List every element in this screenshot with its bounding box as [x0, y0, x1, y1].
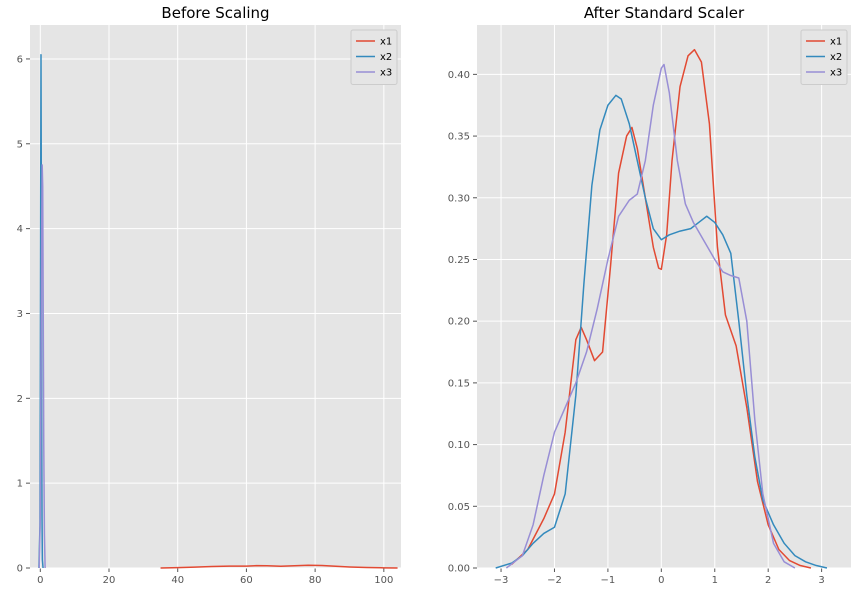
- y-tick-label: 0.05: [448, 502, 470, 513]
- series-line-x1: [160, 564, 398, 569]
- y-tick-label: 0.35: [448, 132, 470, 143]
- series-line-x3: [505, 63, 796, 569]
- series-line-x3: [38, 164, 46, 569]
- x-tick-label: 1: [712, 575, 718, 586]
- x-tick-label: −3: [494, 575, 509, 586]
- chart-title: Before Scaling: [161, 4, 269, 22]
- x-tick-label: 3: [818, 575, 824, 586]
- x-tick-label: −2: [547, 575, 562, 586]
- legend-label-x2: x2: [380, 52, 392, 63]
- before-scaling-panel: 0 20 40 60 80 100 0 1 2 3 4 5 6 Before Scaling x1 x2 x3: [17, 4, 401, 586]
- y-tick-label: 0.40: [448, 70, 470, 81]
- y-tick-label: 3: [17, 309, 23, 320]
- y-tick-label: 0.15: [448, 378, 470, 389]
- x-tick-label: −1: [601, 575, 616, 586]
- x-tick-label: 2: [765, 575, 771, 586]
- y-tick-label: 0.30: [448, 193, 470, 204]
- plot-area: [477, 25, 851, 568]
- plot-area: [30, 25, 401, 568]
- x-tick-label: 0: [37, 575, 43, 586]
- y-tick-label: 4: [17, 224, 23, 235]
- y-tick-label: 1: [17, 479, 23, 490]
- x-tick-label: 100: [374, 575, 393, 586]
- y-tick-label: 6: [17, 54, 23, 65]
- x-tick-label: 20: [103, 575, 116, 586]
- chart-title: After Standard Scaler: [584, 4, 745, 22]
- y-tick-label: 0: [17, 564, 23, 575]
- x-tick-label: 60: [240, 575, 253, 586]
- legend-label-x1: x1: [830, 37, 842, 48]
- legend-label-x3: x3: [830, 68, 842, 79]
- legend-label-x1: x1: [380, 37, 392, 48]
- legend-label-x2: x2: [830, 52, 842, 63]
- y-tick-label: 2: [17, 394, 23, 405]
- x-tick-label: 0: [658, 575, 664, 586]
- x-tick-label: 40: [171, 575, 184, 586]
- y-tick-label: 0.00: [448, 564, 470, 575]
- y-tick-label: 0.25: [448, 255, 470, 266]
- after-standard-scaler-panel: −3 −2 −1 0 1 2 3 0.00 0.05 0.10 0.15 0.20 0.25 0.30 0.…: [448, 4, 851, 586]
- y-tick-label: 5: [17, 139, 23, 150]
- x-tick-label: 80: [309, 575, 322, 586]
- y-tick-label: 0.20: [448, 317, 470, 328]
- series-line-x2: [495, 94, 828, 569]
- y-tick-label: 0.10: [448, 440, 470, 451]
- legend-label-x3: x3: [380, 68, 392, 79]
